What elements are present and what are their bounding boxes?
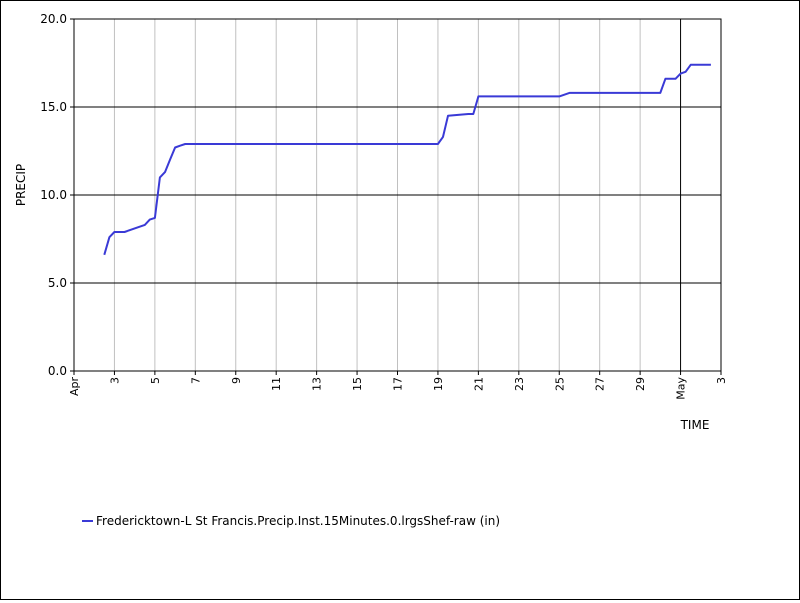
x-tick-label: 7: [189, 377, 202, 384]
series-line-0: [103, 63, 711, 256]
x-tick-label: 23: [513, 377, 526, 391]
tick-labels: Apr 3 5 7 9 11 13 15 17 19 21 23 25 27 29 May 3 0.0 5.0 10.…: [40, 12, 728, 400]
x-tick-label: 29: [634, 377, 647, 391]
legend-entry-label: Fredericktown-L St Francis.Precip.Inst.1…: [96, 514, 501, 528]
plot-area-border: [73, 18, 722, 372]
y-axis-label: PRECIP: [14, 164, 28, 206]
x-tick-label: 21: [472, 377, 485, 391]
x-tick-label: 3: [108, 377, 121, 384]
x-tick-label: May: [675, 377, 688, 400]
y-tick-label: 15.0: [40, 100, 67, 114]
legend-swatch: [82, 520, 93, 522]
x-tick-label: 27: [594, 377, 607, 391]
x-axis-label: TIME: [680, 418, 710, 432]
y-tick-label: 20.0: [40, 12, 67, 26]
y-tick-label: 0.0: [48, 364, 67, 378]
x-tick-label: 3: [715, 377, 728, 384]
y-tick-label: 5.0: [48, 276, 67, 290]
x-tick-label: 13: [311, 377, 324, 391]
x-tick-label: 19: [432, 377, 445, 391]
x-tick-label: 11: [270, 377, 283, 391]
x-tick-label: 9: [230, 377, 243, 384]
y-tick-label: 10.0: [40, 188, 67, 202]
grid-lines: [74, 19, 721, 371]
axes: [70, 18, 722, 375]
x-tick-label: 5: [149, 377, 162, 384]
series-layer: [103, 63, 711, 256]
legend: Fredericktown-L St Francis.Precip.Inst.1…: [82, 514, 500, 528]
x-tick-label: 25: [553, 377, 566, 391]
x-tick-label: Apr: [68, 377, 81, 397]
x-tick-label: 15: [351, 377, 364, 391]
x-tick-label: 17: [392, 377, 405, 391]
